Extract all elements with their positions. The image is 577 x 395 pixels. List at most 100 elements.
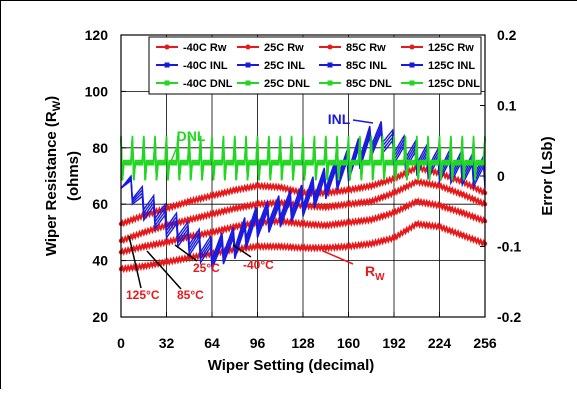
- rw-marker: [414, 179, 419, 184]
- x-tick-label: 32: [159, 335, 175, 351]
- inl-annotation: INL: [328, 111, 351, 127]
- rw-marker: [266, 244, 272, 249]
- rw-marker: [221, 227, 226, 232]
- rw-marker: [437, 183, 442, 189]
- legend: -40C Rw 25C Rw 85C Rw 125C Rw -40C INL 25C IN…: [148, 36, 482, 95]
- legend-swatch-marker: [409, 80, 415, 86]
- rw-marker: [380, 238, 385, 244]
- rw-marker: [346, 220, 351, 225]
- rw-marker: [130, 265, 135, 270]
- rw-marker: [198, 214, 203, 220]
- rw-annotation: RW: [365, 263, 385, 283]
- temp-m40-pointer: [232, 244, 252, 258]
- rw-marker: [357, 185, 363, 191]
- rw-marker: [141, 230, 146, 235]
- y2-tick-label: -0.2: [497, 309, 521, 325]
- rw-marker: [369, 217, 374, 222]
- legend-swatch-marker: [409, 44, 415, 50]
- dnl-pointer: [166, 146, 178, 172]
- y2-axis-title: Error (LSb): [539, 136, 556, 215]
- y2-tick-label: 0.1: [497, 98, 517, 114]
- legend-item: 125C Rw: [401, 42, 474, 54]
- inl-line: [120, 121, 486, 260]
- rw-marker: [403, 204, 408, 210]
- x-tick-label: 224: [428, 335, 452, 351]
- rw-marker: [312, 245, 317, 251]
- rw-marker: [448, 206, 454, 212]
- rw-marker: [175, 257, 181, 263]
- rw-marker: [255, 202, 260, 207]
- legend-item: 125C DNL: [401, 78, 480, 90]
- rw-marker: [221, 190, 226, 196]
- legend-label: -40C DNL: [183, 78, 233, 90]
- rw-marker: [357, 200, 363, 205]
- y-axis-title: Wiper Resistance (RW) (ohms): [43, 96, 82, 256]
- rw-marker: [198, 196, 203, 201]
- x-tick-label: 256: [473, 335, 497, 351]
- legend-label: 85C Rw: [346, 42, 386, 54]
- annotations: DNL INL RW 125°C 85°C 25°C -40°C: [126, 111, 385, 302]
- legend-item: 85C DNL: [319, 78, 392, 90]
- rw-marker: [266, 184, 272, 189]
- legend-label: -40C Rw: [183, 42, 227, 54]
- rw-marker: [300, 245, 306, 251]
- temp-25-label: 25°C: [193, 261, 220, 275]
- legend-label: -40C INL: [183, 60, 228, 72]
- rw-marker: [380, 213, 385, 219]
- rw-marker: [380, 180, 385, 185]
- rw-marker: [323, 204, 328, 210]
- legend-swatch-marker: [327, 62, 333, 68]
- y-tick-label: 100: [85, 83, 109, 99]
- rw-marker: [243, 185, 249, 191]
- inl-pointer: [352, 119, 374, 124]
- rw-marker: [130, 217, 135, 222]
- rw-marker: [209, 211, 215, 217]
- rw-marker: [312, 222, 317, 227]
- rw-marker: [403, 185, 408, 190]
- legend-swatch-marker: [164, 80, 170, 86]
- legend-item: 25C DNL: [237, 78, 310, 90]
- legend-item: 125C INL: [401, 60, 475, 72]
- rw-marker: [209, 230, 215, 235]
- rw-marker: [141, 244, 146, 249]
- legend-swatch-marker: [327, 44, 333, 50]
- rw-marker: [425, 201, 431, 206]
- x-tick-label: 96: [250, 335, 266, 351]
- rw-marker: [471, 214, 476, 220]
- rw-marker: [346, 187, 351, 193]
- legend-swatch-marker: [245, 80, 251, 86]
- x-tick-label: 64: [204, 335, 220, 351]
- rw-marker: [152, 242, 158, 247]
- legend-item: 25C INL: [237, 60, 305, 72]
- rw-marker: [414, 221, 419, 227]
- rw-marker: [255, 244, 260, 249]
- y-tick-label: 20: [92, 309, 108, 325]
- rw-marker: [334, 221, 340, 227]
- rw-marker: [209, 193, 215, 198]
- rw-marker: [130, 234, 135, 239]
- rw-marker: [346, 244, 351, 249]
- legend-item: 85C INL: [319, 60, 387, 72]
- rw-marker: [278, 185, 283, 190]
- rw-pointer: [322, 250, 354, 265]
- rw-marker: [346, 202, 351, 207]
- y2-tick-label: -0.1: [497, 239, 521, 255]
- rw-marker: [369, 199, 374, 204]
- legend-swatch-marker: [164, 62, 170, 68]
- legend-label: 125C DNL: [428, 78, 480, 90]
- rw-marker: [460, 210, 465, 215]
- axis-ticks: 0 32 64 96 128 160 192 224 256 20 40 60 80 100 120 -0.2…: [85, 27, 522, 351]
- rw-marker: [357, 242, 363, 248]
- dnl-line: [120, 135, 486, 181]
- rw-marker: [300, 221, 306, 227]
- series--40c-rw: [118, 219, 488, 274]
- rw-marker: [357, 218, 363, 224]
- temp-85-pointer: [146, 250, 182, 290]
- y-tick-label: 60: [92, 196, 108, 212]
- temp-125-pointer: [128, 235, 142, 289]
- y2-tick-label: 0: [497, 168, 505, 184]
- rw-marker: [164, 240, 169, 245]
- rw-marker: [369, 183, 374, 189]
- dnl-series-group: [120, 135, 486, 181]
